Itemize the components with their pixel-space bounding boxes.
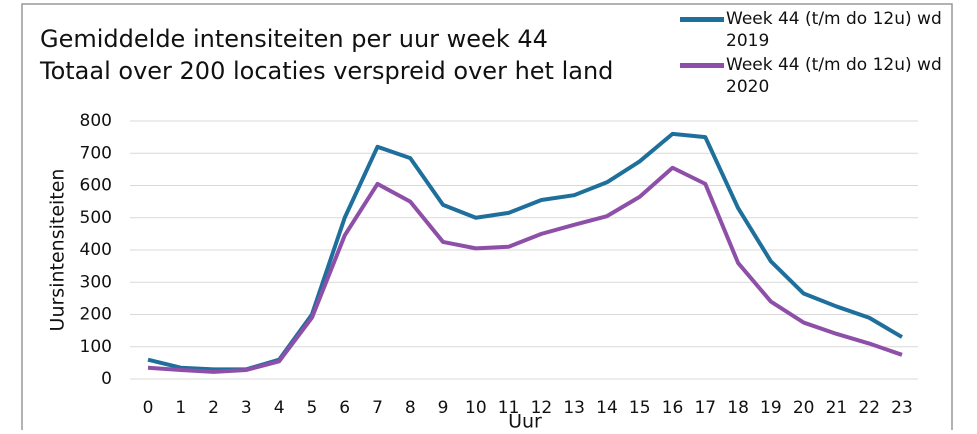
x-axis-title: Uur — [508, 411, 542, 431]
chart-title: Gemiddelde intensiteiten per uur week 44 — [40, 25, 548, 53]
x-tick-label: 22 — [858, 398, 880, 418]
x-tick-label: 17 — [694, 398, 716, 418]
y-tick-label: 100 — [80, 337, 112, 357]
legend-swatch — [680, 17, 724, 22]
x-tick-label: 5 — [306, 398, 317, 418]
series-line — [147, 131, 904, 372]
x-tick-label: 11 — [498, 398, 520, 418]
legend-swatch — [680, 63, 724, 68]
x-tick-label: 14 — [596, 398, 618, 418]
x-tick-label: 15 — [629, 398, 651, 418]
legend-item: Week 44 (t/m do 12u) wd 2020 — [680, 54, 970, 98]
x-tick-label: 4 — [274, 398, 285, 418]
y-tick-label: 500 — [80, 208, 112, 228]
y-tick-label: 600 — [80, 176, 112, 196]
x-tick-label: 19 — [760, 398, 782, 418]
legend-label: Week 44 (t/m do 12u) wd 2019 — [726, 9, 942, 51]
frame — [21, 3, 953, 434]
series-line — [147, 165, 903, 374]
x-tick-label: 12 — [531, 398, 553, 418]
x-tick-label: 21 — [826, 398, 848, 418]
x-tick-label: 20 — [793, 398, 815, 418]
legend: Week 44 (t/m do 12u) wd 2019 Week 44 (t/m… — [680, 8, 970, 100]
legend-item: Week 44 (t/m do 12u) wd 2019 — [680, 8, 970, 52]
x-tick-label: 10 — [465, 398, 487, 418]
x-tick-label: 23 — [891, 398, 913, 418]
x-tick-label: 8 — [405, 398, 416, 418]
y-axis-title: Uursintensiteiten — [47, 169, 69, 332]
y-tick-label: 400 — [80, 240, 112, 260]
x-tick-label: 6 — [339, 398, 350, 418]
x-tick-label: 9 — [438, 398, 449, 418]
x-tick-label: 18 — [727, 398, 749, 418]
x-tick-label: 13 — [563, 398, 585, 418]
legend-label: Week 44 (t/m do 12u) wd 2020 — [726, 55, 942, 97]
y-tick-label: 800 — [80, 111, 112, 131]
x-tick-label: 3 — [241, 398, 252, 418]
y-tick-label: 200 — [80, 305, 112, 325]
x-tick-label: 1 — [175, 398, 186, 418]
y-tick-label: 300 — [80, 272, 112, 292]
x-tick-label: 0 — [143, 398, 154, 418]
chart-subtitle: Totaal over 200 locaties verspreid over … — [39, 57, 613, 85]
y-tick-label: 0 — [101, 369, 112, 389]
y-tick-label: 700 — [80, 143, 112, 163]
x-tick-label: 16 — [662, 398, 684, 418]
x-tick-label: 7 — [372, 398, 383, 418]
x-tick-label: 2 — [208, 398, 219, 418]
